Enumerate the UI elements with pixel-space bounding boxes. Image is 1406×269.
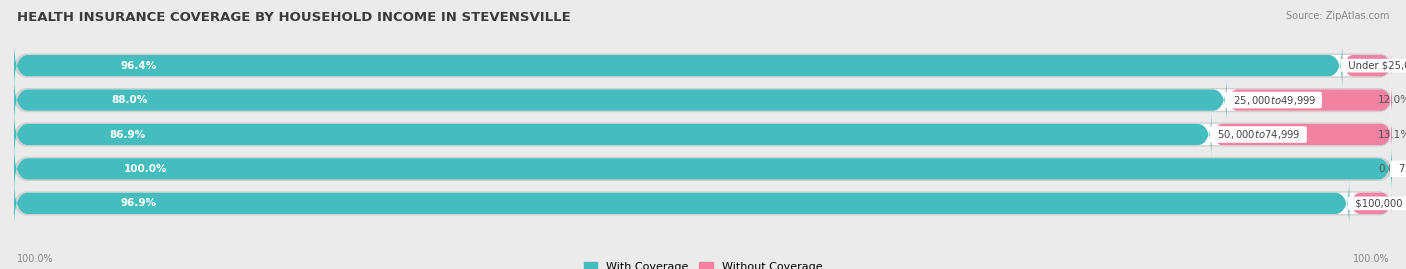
FancyBboxPatch shape: [14, 76, 1392, 124]
FancyBboxPatch shape: [1350, 186, 1392, 220]
FancyBboxPatch shape: [14, 111, 1212, 158]
Text: 86.9%: 86.9%: [110, 129, 146, 140]
FancyBboxPatch shape: [1226, 83, 1392, 117]
FancyBboxPatch shape: [10, 71, 1396, 129]
FancyBboxPatch shape: [14, 180, 1392, 227]
FancyBboxPatch shape: [14, 145, 1392, 193]
Text: 96.4%: 96.4%: [121, 61, 156, 71]
Text: 100.0%: 100.0%: [17, 254, 53, 264]
Text: 100.0%: 100.0%: [124, 164, 167, 174]
Text: 13.1%: 13.1%: [1378, 129, 1406, 140]
FancyBboxPatch shape: [14, 76, 1226, 124]
FancyBboxPatch shape: [10, 174, 1396, 233]
FancyBboxPatch shape: [14, 111, 1392, 158]
Text: $50,000 to $74,999: $50,000 to $74,999: [1212, 128, 1305, 141]
FancyBboxPatch shape: [1343, 49, 1392, 83]
Text: Under $25,000: Under $25,000: [1343, 61, 1406, 71]
Text: Source: ZipAtlas.com: Source: ZipAtlas.com: [1285, 11, 1389, 21]
FancyBboxPatch shape: [14, 145, 1392, 193]
Text: 96.9%: 96.9%: [121, 198, 157, 208]
FancyBboxPatch shape: [10, 36, 1396, 95]
Text: $75,000 to $99,999: $75,000 to $99,999: [1392, 162, 1406, 175]
FancyBboxPatch shape: [14, 42, 1343, 89]
FancyBboxPatch shape: [10, 140, 1396, 198]
Text: 12.0%: 12.0%: [1378, 95, 1406, 105]
Text: 0.0%: 0.0%: [1378, 164, 1405, 174]
Text: 88.0%: 88.0%: [111, 95, 148, 105]
Text: HEALTH INSURANCE COVERAGE BY HOUSEHOLD INCOME IN STEVENSVILLE: HEALTH INSURANCE COVERAGE BY HOUSEHOLD I…: [17, 11, 571, 24]
Text: 3.6%: 3.6%: [1378, 61, 1405, 71]
Legend: With Coverage, Without Coverage: With Coverage, Without Coverage: [581, 258, 825, 269]
Text: $25,000 to $49,999: $25,000 to $49,999: [1226, 94, 1320, 107]
Text: 3.1%: 3.1%: [1378, 198, 1405, 208]
FancyBboxPatch shape: [1212, 118, 1392, 151]
FancyBboxPatch shape: [14, 180, 1350, 227]
Text: 100.0%: 100.0%: [1353, 254, 1389, 264]
FancyBboxPatch shape: [14, 42, 1392, 89]
Text: $100,000 and over: $100,000 and over: [1350, 198, 1406, 208]
FancyBboxPatch shape: [10, 105, 1396, 164]
